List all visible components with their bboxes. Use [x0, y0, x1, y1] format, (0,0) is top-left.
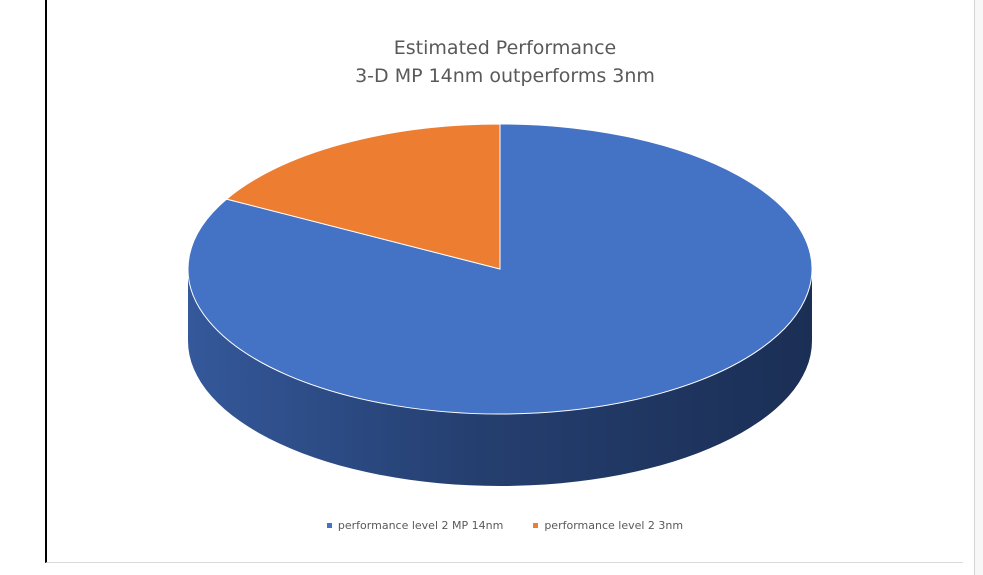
- legend-swatch-14nm: [326, 523, 332, 528]
- legend-swatch-3nm: [533, 523, 539, 528]
- chart-legend: performance level 2 MP 14nm performance …: [47, 519, 963, 532]
- scrollbar-track[interactable]: [974, 0, 983, 575]
- chart-area: Estimated Performance 3-D MP 14nm outper…: [45, 0, 963, 563]
- legend-item-14nm: performance level 2 MP 14nm: [326, 519, 504, 532]
- pie-side-wall: [188, 269, 812, 486]
- chart-title-line-2: 3-D MP 14nm outperforms 3nm: [355, 65, 655, 87]
- legend-label-3nm: performance level 2 3nm: [544, 519, 684, 532]
- legend-item-3nm: performance level 2 3nm: [533, 519, 683, 532]
- pie-slice-1: [225, 123, 501, 270]
- chart-title: Estimated Performance 3-D MP 14nm outper…: [47, 34, 963, 90]
- legend-label-14nm: performance level 2 MP 14nm: [337, 519, 504, 532]
- chart-title-line-1: Estimated Performance: [393, 37, 617, 59]
- pie-chart: [187, 123, 813, 486]
